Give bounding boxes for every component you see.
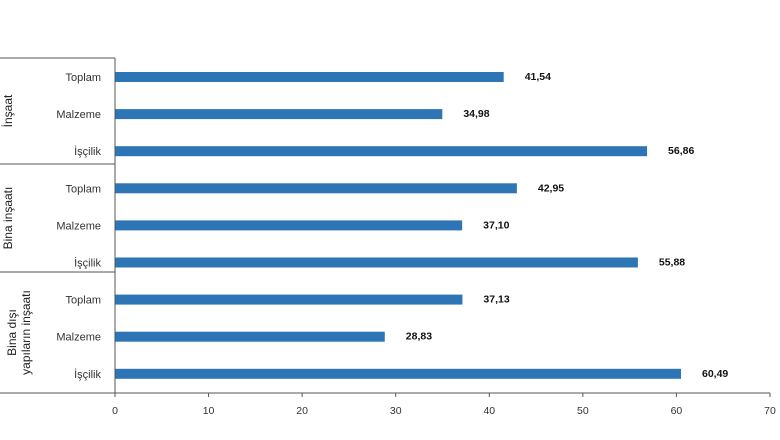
bar: [115, 183, 517, 194]
category-label: İşçilik: [74, 368, 101, 381]
bar: [115, 72, 504, 82]
group-label-line: Bina dışı: [5, 309, 19, 356]
x-tick-label: 70: [764, 405, 776, 417]
data-label: 56,86: [668, 145, 694, 157]
bar: [115, 331, 385, 342]
category-label: İşçilik: [74, 257, 101, 270]
bar: [115, 146, 648, 157]
data-label: 41,54: [525, 71, 551, 83]
x-tick-label: 0: [112, 405, 118, 417]
x-tick-label: 60: [671, 405, 683, 417]
x-tick-label: 30: [390, 405, 402, 417]
labels-layer: Toplam 41,54 Malzeme 34,98 İşçilik 56,86 İnşaa…: [1, 71, 728, 381]
data-label: 37,10: [483, 219, 509, 231]
category-label: Toplam: [66, 295, 101, 307]
x-tick-label: 20: [296, 405, 308, 417]
category-label: İşçilik: [74, 145, 101, 158]
data-label: 28,83: [406, 331, 432, 343]
group-label-line: yapıların inşaatı: [19, 290, 33, 375]
bars-layer: [115, 72, 682, 379]
category-label: Malzeme: [56, 332, 101, 344]
x-tick-label: 10: [203, 405, 215, 417]
group-label: İnşaat: [1, 94, 15, 127]
category-label: Malzeme: [56, 109, 101, 121]
data-label: 60,49: [702, 368, 728, 380]
data-label: 37,13: [483, 294, 509, 306]
category-label: Toplam: [66, 72, 101, 84]
bar: [115, 257, 638, 268]
bar: [115, 368, 682, 379]
x-tick-label: 50: [577, 405, 589, 417]
category-label: Toplam: [66, 183, 101, 195]
data-label: 55,88: [659, 257, 685, 269]
bar: [115, 294, 463, 305]
data-label: 34,98: [463, 108, 489, 120]
group-label: Bina dışıyapıların inşaatı: [5, 290, 33, 375]
axis-layer: 0 10 20 30 40 50 60 70: [0, 57, 776, 417]
bar: [115, 109, 443, 120]
data-label: 42,95: [538, 182, 564, 194]
group-label: Bina inşaatı: [1, 187, 15, 250]
category-label: Malzeme: [56, 220, 101, 232]
bar: [115, 220, 463, 231]
x-tick-label: 40: [483, 405, 495, 417]
